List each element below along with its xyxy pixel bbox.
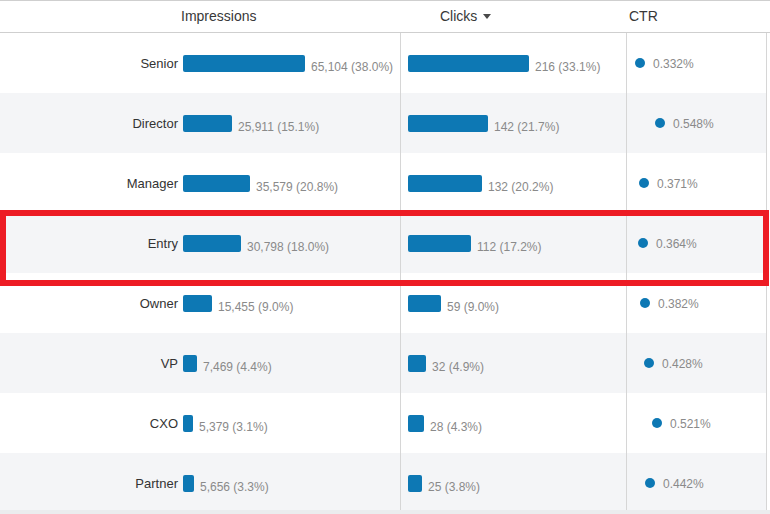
column-header-clicks[interactable]: Clicks xyxy=(440,1,491,32)
ctr-cell: 0.371% xyxy=(626,153,767,213)
column-header-clicks-label: Clicks xyxy=(440,8,477,24)
ctr-value: 0.364% xyxy=(656,237,697,251)
table-header: Impressions Clicks CTR xyxy=(0,0,770,33)
table-row[interactable]: Owner 15,455 (9.0%) 59 (9.0%) 0.382% xyxy=(0,273,767,333)
impressions-bar xyxy=(183,295,212,312)
table-row[interactable]: Director 25,911 (15.1%) 142 (21.7%) 0.54… xyxy=(0,93,767,153)
impressions-cell: Entry 30,798 (18.0%) xyxy=(0,213,400,273)
clicks-value: 25 (3.8%) xyxy=(428,480,480,494)
impressions-cell: CXO 5,379 (3.1%) xyxy=(0,393,400,453)
impressions-cell: Owner 15,455 (9.0%) xyxy=(0,273,400,333)
ctr-value: 0.521% xyxy=(670,417,711,431)
ctr-cell: 0.382% xyxy=(626,273,767,333)
impressions-value: 65,104 (38.0%) xyxy=(311,60,393,74)
impressions-bar xyxy=(183,415,193,432)
ctr-dot-icon xyxy=(640,298,650,308)
clicks-value: 28 (4.3%) xyxy=(430,420,482,434)
impressions-value: 7,469 (4.4%) xyxy=(203,360,272,374)
category-label: Entry xyxy=(0,236,178,251)
ctr-dot-icon xyxy=(638,238,648,248)
table-row[interactable]: Senior 65,104 (38.0%) 216 (33.1%) 0.332% xyxy=(0,33,767,93)
clicks-bar xyxy=(408,55,529,72)
category-label: Manager xyxy=(0,176,178,191)
ctr-cell: 0.332% xyxy=(626,33,767,93)
clicks-cell: 32 (4.9%) xyxy=(400,333,626,393)
impressions-value: 5,656 (3.3%) xyxy=(200,480,269,494)
impressions-value: 30,798 (18.0%) xyxy=(247,240,329,254)
table-row[interactable]: Partner 5,656 (3.3%) 25 (3.8%) 0.442% xyxy=(0,453,767,513)
ctr-value: 0.371% xyxy=(657,177,698,191)
ctr-cell: 0.364% xyxy=(626,213,767,273)
clicks-value: 132 (20.2%) xyxy=(488,180,553,194)
clicks-cell: 59 (9.0%) xyxy=(400,273,626,333)
clicks-cell: 216 (33.1%) xyxy=(400,33,626,93)
ctr-value: 0.442% xyxy=(663,477,704,491)
impressions-bar xyxy=(183,475,194,492)
ctr-dot-icon xyxy=(639,178,649,188)
category-label: Senior xyxy=(0,56,178,71)
impressions-cell: Manager 35,579 (20.8%) xyxy=(0,153,400,213)
clicks-bar xyxy=(408,115,488,132)
ctr-cell: 0.442% xyxy=(626,453,767,513)
impressions-value: 25,911 (15.1%) xyxy=(238,120,319,134)
table-row[interactable]: CXO 5,379 (3.1%) 28 (4.3%) 0.521% xyxy=(0,393,767,453)
impressions-cell: Senior 65,104 (38.0%) xyxy=(0,33,400,93)
clicks-value: 216 (33.1%) xyxy=(535,60,600,74)
ctr-value: 0.382% xyxy=(658,297,699,311)
sort-caret-down-icon xyxy=(483,14,491,19)
clicks-cell: 28 (4.3%) xyxy=(400,393,626,453)
ctr-dot-icon xyxy=(655,118,665,128)
clicks-bar xyxy=(408,475,422,492)
bottom-strip xyxy=(0,510,770,514)
table-row[interactable]: VP 7,469 (4.4%) 32 (4.9%) 0.428% xyxy=(0,333,767,393)
impressions-cell: Director 25,911 (15.1%) xyxy=(0,93,400,153)
column-header-ctr-label: CTR xyxy=(629,8,658,24)
column-header-impressions-label: Impressions xyxy=(181,8,256,24)
impressions-value: 35,579 (20.8%) xyxy=(256,180,338,194)
impressions-value: 5,379 (3.1%) xyxy=(199,420,268,434)
ctr-cell: 0.548% xyxy=(626,93,767,153)
table-row[interactable]: Entry 30,798 (18.0%) 112 (17.2%) 0.364% xyxy=(0,213,767,273)
impressions-cell: VP 7,469 (4.4%) xyxy=(0,333,400,393)
table-row[interactable]: Manager 35,579 (20.8%) 132 (20.2%) 0.371… xyxy=(0,153,767,213)
clicks-cell: 25 (3.8%) xyxy=(400,453,626,513)
impressions-bar xyxy=(183,175,250,192)
ctr-value: 0.548% xyxy=(673,117,714,131)
clicks-bar xyxy=(408,355,426,372)
ctr-dot-icon xyxy=(644,358,654,368)
clicks-bar xyxy=(408,175,482,192)
impressions-value: 15,455 (9.0%) xyxy=(218,300,293,314)
clicks-bar xyxy=(408,415,424,432)
category-label: Owner xyxy=(0,296,178,311)
category-label: Partner xyxy=(0,476,178,491)
impressions-bar xyxy=(183,355,197,372)
clicks-value: 59 (9.0%) xyxy=(447,300,499,314)
clicks-bar xyxy=(408,295,441,312)
impressions-bar xyxy=(183,55,305,72)
impressions-cell: Partner 5,656 (3.3%) xyxy=(0,453,400,513)
impressions-bar xyxy=(183,115,232,132)
clicks-cell: 132 (20.2%) xyxy=(400,153,626,213)
table-body: Senior 65,104 (38.0%) 216 (33.1%) 0.332%… xyxy=(0,33,770,513)
ctr-cell: 0.428% xyxy=(626,333,767,393)
ctr-dot-icon xyxy=(645,478,655,488)
clicks-bar xyxy=(408,235,471,252)
clicks-value: 32 (4.9%) xyxy=(432,360,484,374)
column-header-impressions[interactable]: Impressions xyxy=(181,1,256,32)
ctr-value: 0.332% xyxy=(653,57,694,71)
ctr-dot-icon xyxy=(652,418,662,428)
impressions-bar xyxy=(183,235,241,252)
ctr-cell: 0.521% xyxy=(626,393,767,453)
clicks-value: 112 (17.2%) xyxy=(477,240,541,254)
clicks-value: 142 (21.7%) xyxy=(494,120,559,134)
category-label: Director xyxy=(0,116,178,131)
category-label: CXO xyxy=(0,416,178,431)
ctr-value: 0.428% xyxy=(662,357,703,371)
column-header-ctr[interactable]: CTR xyxy=(629,1,658,32)
clicks-cell: 142 (21.7%) xyxy=(400,93,626,153)
category-label: VP xyxy=(0,356,178,371)
ctr-dot-icon xyxy=(635,58,645,68)
clicks-cell: 112 (17.2%) xyxy=(400,213,626,273)
